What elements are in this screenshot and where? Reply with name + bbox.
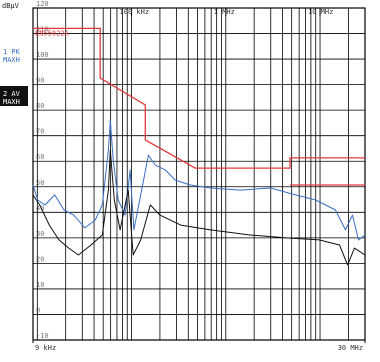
y-tick-label: 0 xyxy=(36,306,40,314)
y-tick-label: 100 xyxy=(36,51,49,59)
legend-entry: 2 AV MAXH xyxy=(0,86,28,106)
y-tick-label: 50 xyxy=(36,179,44,187)
legend-box xyxy=(0,86,28,106)
x-tick-label: 1 MHz xyxy=(214,8,235,16)
y-tick-label: 110 xyxy=(36,26,49,34)
trace xyxy=(32,119,366,241)
limit-label: EN55022A xyxy=(35,29,70,37)
y-tick-label: 10 xyxy=(36,281,44,289)
legend-label: 1 PK MAXH xyxy=(3,48,21,64)
y-tick-label: 20 xyxy=(36,255,44,263)
y-tick-label: 60 xyxy=(36,153,44,161)
x-tick-label: 100 kHz xyxy=(120,8,150,16)
trace xyxy=(32,149,366,266)
y-tick-label: 30 xyxy=(36,230,44,238)
plot-frame xyxy=(32,7,366,341)
y-axis-label: dBµV xyxy=(2,2,20,10)
y-tick-label: 90 xyxy=(36,77,44,85)
y-tick-label: 80 xyxy=(36,102,44,110)
x-tick-label: 30 MHz xyxy=(338,344,363,352)
x-tick-label: 9 kHz xyxy=(35,344,56,352)
x-tick-label: 10 MHz xyxy=(308,8,333,16)
y-tick-label: 120 xyxy=(36,0,49,8)
y-tick-label: 40 xyxy=(36,204,44,212)
limit-line xyxy=(33,27,365,169)
legend-entry: 1 PK MAXH xyxy=(3,48,21,64)
legend-label: 2 AV MAXH xyxy=(3,90,21,106)
y-tick-label: 70 xyxy=(36,128,44,136)
y-tick-label: -10 xyxy=(36,332,49,340)
